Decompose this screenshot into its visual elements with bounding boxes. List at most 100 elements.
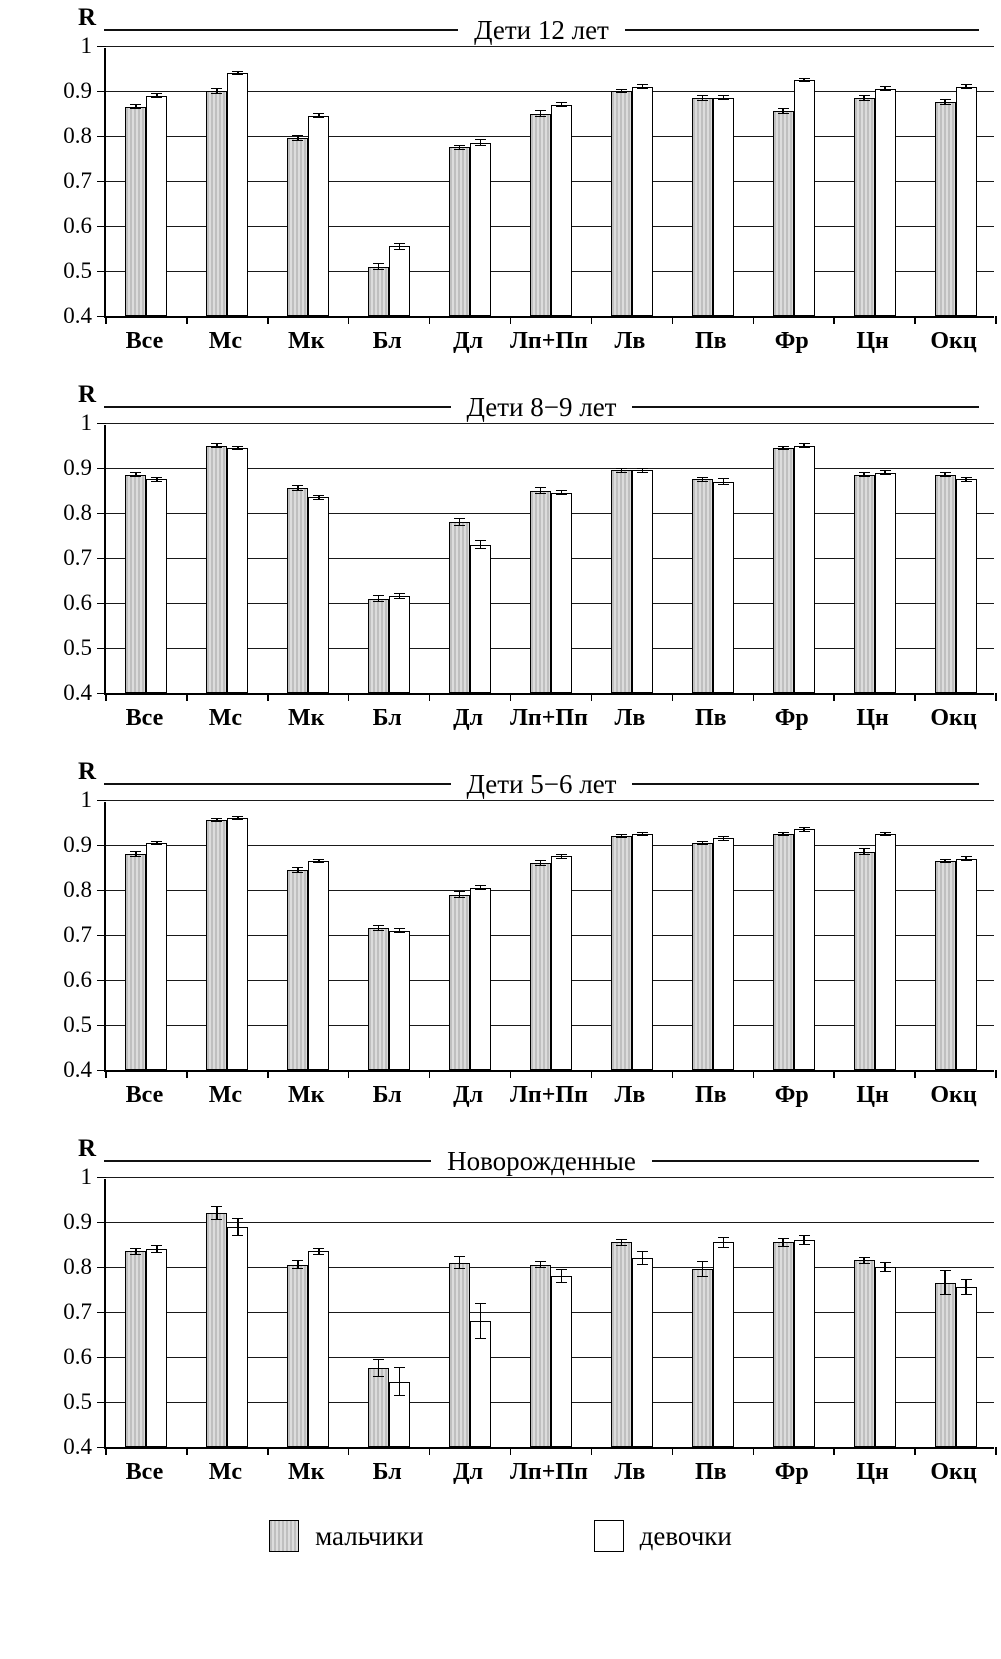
x-category-label: Пв xyxy=(694,1082,727,1108)
x-tick xyxy=(914,693,916,701)
error-bar xyxy=(313,1247,325,1255)
error-bar xyxy=(454,890,466,899)
error-bar xyxy=(313,113,325,119)
error-bar xyxy=(292,135,304,142)
bar-boys xyxy=(934,1282,956,1447)
boys-swatch-icon xyxy=(269,1520,300,1552)
bar-girls xyxy=(793,829,815,1070)
error-bar xyxy=(858,94,870,101)
bar-boys xyxy=(449,522,471,693)
x-tick xyxy=(186,316,188,324)
bar-boys xyxy=(691,97,713,316)
chart-header: R Новорожденные xyxy=(78,1135,980,1179)
x-tick xyxy=(833,316,835,324)
error-bar xyxy=(879,1261,891,1273)
chart-children-8-9: R Дети 8−9 лет 0.4 0.5 0.6 0.7 0.8 0.9 1 Все Мс… xyxy=(8,381,997,732)
chart-newborns: R Новорожденные 0.4 0.5 0.6 0.7 0.8 0.9 1 Все М… xyxy=(8,1135,997,1486)
x-tick xyxy=(347,693,350,701)
bar-girls xyxy=(551,1276,572,1447)
y-tick-label: 0.4 xyxy=(63,1434,92,1459)
gridline xyxy=(106,799,994,801)
error-bar xyxy=(475,139,487,147)
x-category-label: Все xyxy=(125,328,164,354)
x-category-label: Лв xyxy=(614,1459,646,1485)
title-rule-left xyxy=(104,29,459,31)
chart-title: Новорожденные xyxy=(447,1145,636,1176)
error-bar xyxy=(211,818,223,823)
y-tick-label: 1 xyxy=(80,1164,93,1189)
bar-girls xyxy=(389,596,411,693)
x-category-label: Мс xyxy=(208,328,243,354)
y-tick xyxy=(97,692,106,694)
bar-girls xyxy=(712,1242,734,1447)
x-axis-labels: Все Мс Мк Бл Дл Лп+Пп Лв Пв Фр Цн Окц xyxy=(104,1082,994,1109)
bar-girls xyxy=(874,833,896,1070)
error-bar xyxy=(777,108,789,115)
bar-boys xyxy=(934,474,956,693)
bar-boys xyxy=(206,445,228,693)
x-tick xyxy=(995,316,997,324)
error-bar xyxy=(939,99,951,106)
error-bar xyxy=(858,1256,870,1264)
bar-boys xyxy=(610,470,632,693)
y-tick xyxy=(97,225,106,227)
x-category-label: Фр xyxy=(774,1082,809,1108)
y-tick xyxy=(97,1401,106,1403)
error-bar xyxy=(777,1237,789,1247)
error-bar xyxy=(717,1236,729,1248)
x-tick xyxy=(995,693,997,701)
y-tick-label: 0.4 xyxy=(63,1057,92,1082)
y-tick xyxy=(97,1176,106,1178)
y-tick-label: 0.4 xyxy=(63,680,92,705)
error-bar xyxy=(615,88,627,94)
bar-boys xyxy=(691,842,713,1070)
y-tick-label: 1 xyxy=(80,410,93,435)
bar-boys xyxy=(934,860,956,1070)
y-tick-label: 0.5 xyxy=(63,1389,92,1414)
y-axis-title: R xyxy=(78,1135,97,1162)
x-tick xyxy=(347,1447,350,1455)
bar-girls xyxy=(874,88,896,316)
error-bar xyxy=(373,262,385,271)
bar-girls xyxy=(955,479,977,693)
x-category-label: Фр xyxy=(774,1459,809,1485)
x-tick xyxy=(914,1447,916,1455)
bar-boys xyxy=(368,266,390,316)
gridline xyxy=(106,422,994,424)
y-tick-label: 0.9 xyxy=(63,832,92,857)
gridline xyxy=(106,844,994,846)
legend-item-boys: мальчики xyxy=(269,1520,424,1552)
x-tick xyxy=(186,1070,188,1078)
error-bar xyxy=(615,1238,627,1246)
error-bar xyxy=(636,831,648,836)
error-bar xyxy=(556,101,567,108)
error-bar xyxy=(636,84,648,89)
chart-title: Дети 12 лет xyxy=(474,14,609,45)
chart-children-5-6: R Дети 5−6 лет 0.4 0.5 0.6 0.7 0.8 0.9 1 Все Мс… xyxy=(8,758,997,1109)
bar-girls xyxy=(551,856,572,1070)
bar-girls xyxy=(308,115,330,316)
x-category-label: Мс xyxy=(208,705,243,731)
x-tick xyxy=(428,693,431,701)
y-tick xyxy=(97,647,106,649)
bar-girls xyxy=(631,86,653,316)
bar-girls xyxy=(793,79,815,316)
y-tick xyxy=(97,889,106,891)
y-tick-label: 0.6 xyxy=(63,1344,92,1369)
bar-boys xyxy=(853,1260,875,1447)
y-tick-label: 0.7 xyxy=(63,1299,92,1324)
y-tick-label: 1 xyxy=(80,787,93,812)
y-tick xyxy=(97,844,106,846)
bar-boys xyxy=(530,490,551,693)
y-tick-label: 0.6 xyxy=(63,213,92,238)
error-bar xyxy=(394,242,406,250)
error-bar xyxy=(130,1247,142,1255)
error-bar xyxy=(798,77,810,82)
bar-boys xyxy=(772,447,794,693)
y-tick xyxy=(97,45,106,47)
x-category-label: Цн xyxy=(856,1082,889,1108)
x-tick xyxy=(509,1070,512,1078)
bar-boys xyxy=(853,474,875,693)
x-tick xyxy=(267,693,269,701)
x-tick xyxy=(509,1447,512,1455)
